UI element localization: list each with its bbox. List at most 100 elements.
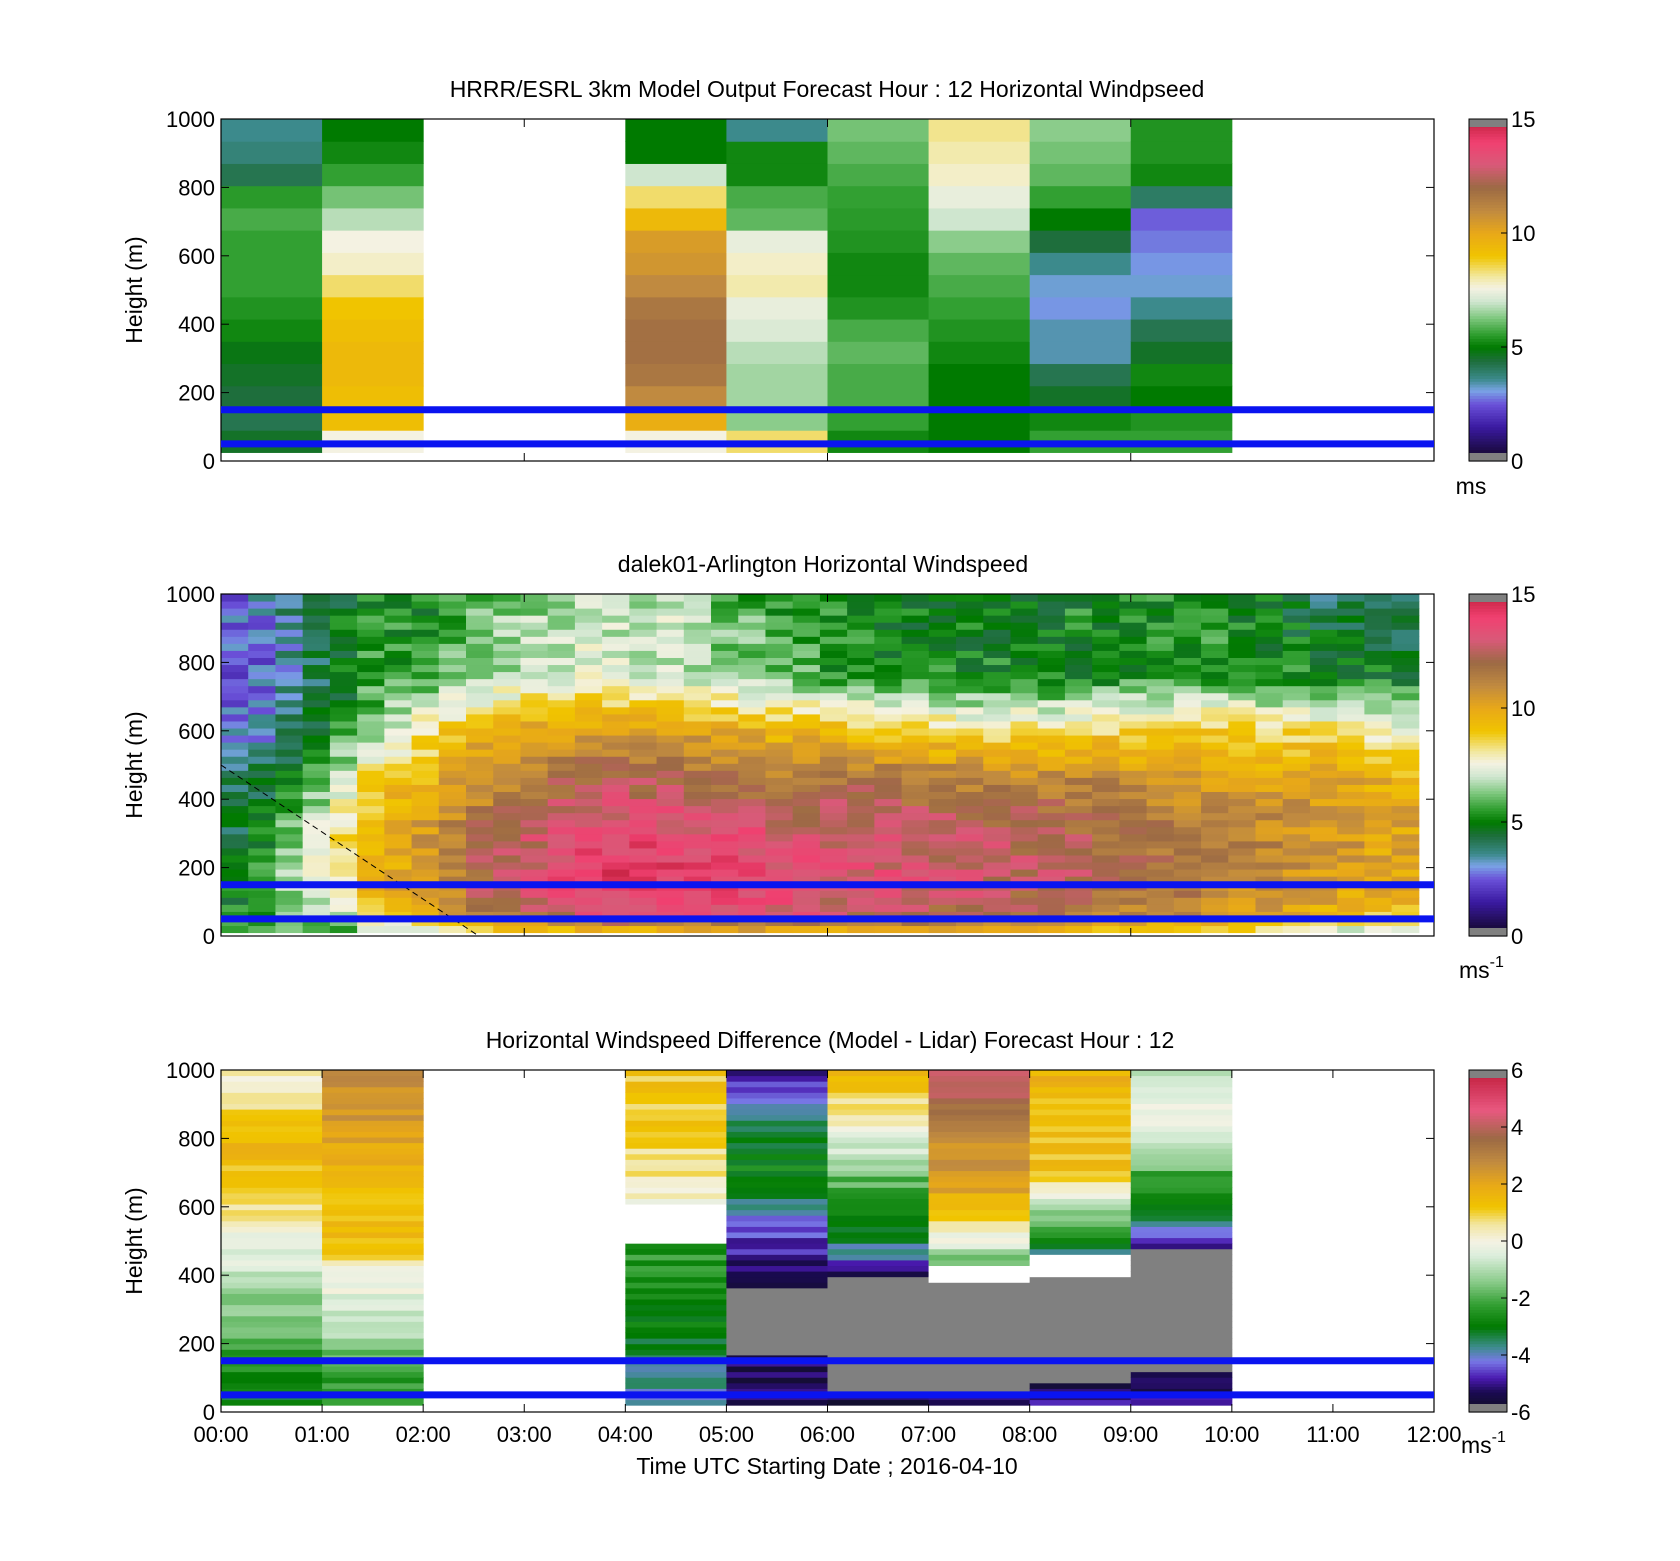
heatmap-cell: [1130, 1254, 1233, 1261]
heatmap-cell: [819, 826, 848, 835]
heatmap-cell: [411, 615, 440, 623]
heatmap-cell: [221, 869, 249, 877]
heatmap-cell: [574, 643, 603, 651]
heatmap-cell: [765, 819, 794, 828]
heatmap-cell: [1130, 1326, 1233, 1334]
heatmap-cell: [656, 777, 685, 785]
heatmap-cell: [1228, 594, 1256, 602]
heatmap-cell: [625, 1192, 727, 1199]
heatmap-cell: [1173, 876, 1202, 884]
colorbar-segment: [1469, 153, 1507, 157]
heatmap-cell: [1364, 615, 1393, 623]
heatmap-cell: [765, 699, 794, 708]
heatmap-cell: [819, 615, 848, 623]
heatmap-cell: [329, 692, 358, 701]
heatmap-cell: [827, 1075, 930, 1082]
colorbar-segment: [1469, 756, 1507, 760]
colorbar-segment: [1469, 616, 1507, 621]
heatmap-cell: [466, 601, 494, 609]
heatmap-cell: [683, 862, 712, 870]
heatmap-cell: [928, 1243, 1031, 1250]
heatmap-cell: [1309, 594, 1338, 602]
colorbar-segment: [1469, 1146, 1507, 1151]
heatmap-cell: [1119, 911, 1148, 919]
heatmap-cell: [221, 407, 323, 431]
heatmap-cell: [1146, 770, 1175, 778]
heatmap-cell: [629, 847, 658, 856]
heatmap-cell: [827, 1299, 930, 1306]
heatmap-cell: [275, 840, 304, 849]
colorbar-segment: [1469, 1152, 1507, 1157]
colorbar-segment: [1469, 1295, 1507, 1299]
heatmap-cell: [1130, 1377, 1233, 1384]
heatmap-cell: [1337, 713, 1365, 722]
heatmap-cell: [1228, 735, 1256, 743]
heatmap-cell: [221, 1287, 323, 1294]
heatmap-cell: [1119, 650, 1148, 658]
heatmap-cell: [1130, 1299, 1233, 1306]
heatmap-cell: [847, 650, 875, 658]
heatmap-cell: [493, 608, 521, 616]
heatmap-cell: [656, 664, 685, 673]
heatmap-cell: [625, 1231, 727, 1239]
heatmap-cell: [466, 671, 494, 680]
colorbar-segment: [1469, 1289, 1507, 1293]
heatmap-cell: [656, 784, 685, 793]
colorbar-segment: [1469, 1243, 1507, 1248]
heatmap-cell: [1064, 826, 1093, 835]
heatmap-cell: [792, 615, 821, 623]
colorbar-segment: [1469, 161, 1507, 166]
heatmap-cell: [438, 735, 467, 743]
heatmap-cell: [384, 643, 413, 651]
heatmap-cell: [322, 1254, 424, 1261]
heatmap-cell: [357, 805, 385, 814]
heatmap-cell: [827, 1248, 930, 1255]
colorbar-segment: [1469, 1357, 1507, 1362]
colorbar-segment: [1469, 1241, 1507, 1245]
heatmap-cell: [221, 833, 249, 842]
heatmap-cell: [493, 685, 521, 694]
heatmap-cell: [928, 608, 957, 616]
heatmap-cell: [493, 819, 521, 828]
heatmap-cell: [956, 601, 984, 609]
heatmap-cell: [275, 622, 304, 630]
heatmap-cell: [874, 678, 903, 687]
heatmap-cell: [1228, 706, 1256, 715]
heatmap-cell: [302, 735, 331, 743]
heatmap-cell: [738, 791, 766, 800]
heatmap-cell: [329, 777, 358, 785]
heatmap-cell: [625, 1181, 727, 1188]
heatmap-cell: [275, 897, 304, 905]
heatmap-cell: [1282, 636, 1311, 644]
colorbar-segment: [1469, 1320, 1507, 1325]
heatmap-cell: [847, 636, 875, 644]
heatmap-cell: [1364, 608, 1393, 616]
heatmap-cell: [520, 657, 549, 666]
heatmap-cell: [1391, 601, 1420, 609]
colorbar-segment: [1469, 1115, 1507, 1120]
colorbar-segment: [1469, 705, 1507, 709]
heatmap-cell: [711, 897, 739, 905]
colorbar-segment: [1469, 879, 1507, 883]
heatmap-cell: [322, 1248, 424, 1255]
heatmap-cell: [1092, 643, 1120, 651]
heatmap-cell: [625, 1237, 727, 1244]
heatmap-cell: [1337, 904, 1365, 912]
heatmap-cell: [847, 678, 875, 687]
heatmap-cell: [827, 1371, 930, 1378]
heatmap-cell: [466, 911, 494, 919]
heatmap-cell: [493, 749, 521, 757]
heatmap-cell: [520, 749, 549, 757]
heatmap-cell: [221, 1226, 323, 1233]
heatmap-cell: [738, 678, 766, 687]
heatmap-cell: [357, 791, 385, 800]
heatmap-cell: [983, 777, 1011, 785]
heatmap-cell: [574, 720, 603, 729]
colorbar-segment: [1469, 679, 1507, 683]
colorbar-segment: [1469, 733, 1507, 738]
heatmap-cell: [602, 720, 630, 729]
heatmap-cell: [738, 608, 766, 616]
heatmap-cell: [1146, 650, 1175, 658]
heatmap-cell: [827, 1231, 930, 1239]
heatmap-cell: [1337, 629, 1365, 637]
